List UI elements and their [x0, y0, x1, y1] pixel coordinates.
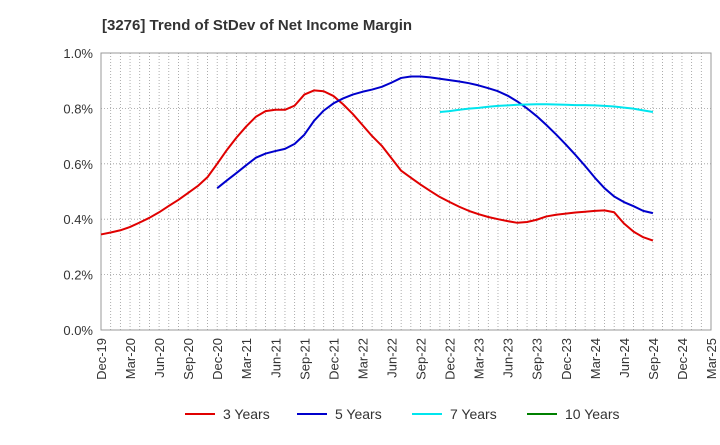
x-tick-label: Mar-24 — [588, 338, 603, 379]
legend-label: 7 Years — [450, 406, 497, 422]
series-line-3-years — [100, 89, 654, 242]
series-line-5-years — [216, 75, 654, 215]
x-tick-label: Jun-22 — [384, 338, 399, 378]
y-tick-label: 0.6% — [63, 157, 93, 172]
x-tick-label: Sep-24 — [646, 338, 661, 380]
x-tick-label: Sep-22 — [414, 338, 429, 380]
x-tick-label: Sep-20 — [181, 338, 196, 380]
x-tick-label: Jun-20 — [152, 338, 167, 378]
legend-item: 5 Years — [297, 406, 382, 422]
x-tick-label: Jun-23 — [501, 338, 516, 378]
y-tick-label: 0.8% — [63, 101, 93, 116]
x-tick-label: Dec-22 — [443, 338, 458, 380]
x-tick-label: Jun-24 — [617, 338, 632, 378]
x-tick-label: Sep-21 — [297, 338, 312, 380]
y-tick-label: 0.4% — [63, 212, 93, 227]
x-tick-label: Dec-20 — [210, 338, 225, 380]
x-tick-label: Dec-21 — [326, 338, 341, 380]
legend-label: 3 Years — [223, 406, 270, 422]
grid — [101, 53, 711, 330]
legend-item: 3 Years — [185, 406, 270, 422]
legend-label: 10 Years — [565, 406, 620, 422]
series-line-7-years — [439, 103, 654, 113]
axes: 0.0% 0.2% 0.4% 0.6% 0.8% 1.0% Dec-19 Mar-20 Jun-… — [63, 46, 719, 380]
legend-item: 10 Years — [527, 406, 620, 422]
legend-label: 5 Years — [335, 406, 382, 422]
y-tick-label: 0.0% — [63, 323, 93, 338]
x-tick-label: Dec-24 — [675, 338, 690, 380]
series-lines — [100, 75, 654, 242]
legend: 3 Years 5 Years 7 Years 10 Years — [185, 406, 620, 422]
x-tick-label: Dec-23 — [559, 338, 574, 380]
y-tick-label: 1.0% — [63, 46, 93, 61]
legend-item: 7 Years — [412, 406, 497, 422]
x-tick-label: Dec-19 — [94, 338, 109, 380]
plot-area-border — [100, 52, 712, 331]
x-tick-label: Sep-23 — [530, 338, 545, 380]
x-tick-label: Mar-22 — [355, 338, 370, 379]
chart-title: [3276] Trend of StDev of Net Income Marg… — [102, 17, 412, 34]
x-tick-label: Mar-21 — [239, 338, 254, 379]
x-tick-label: Mar-23 — [472, 338, 487, 379]
x-tick-label: Jun-21 — [268, 338, 283, 378]
x-tick-label: Mar-25 — [704, 338, 719, 379]
y-tick-label: 0.2% — [63, 268, 93, 283]
x-tick-label: Mar-20 — [123, 338, 138, 379]
